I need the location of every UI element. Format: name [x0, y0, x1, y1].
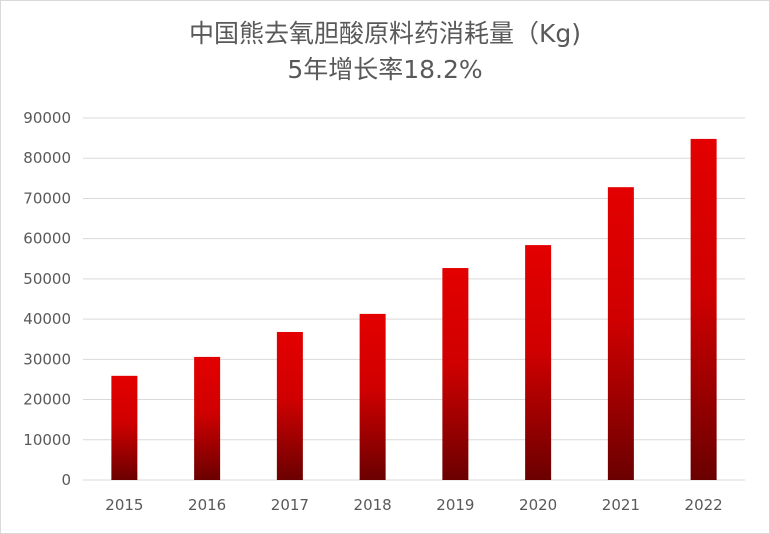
bar-2019 — [442, 268, 469, 480]
x-tick-label: 2019 — [436, 496, 474, 514]
y-tick-label: 70000 — [23, 189, 71, 207]
x-tick-label: 2021 — [602, 496, 640, 514]
x-tick-label: 2016 — [188, 496, 226, 514]
chart-subtitle: 5年增长率18.2% — [287, 55, 483, 84]
x-tick-label: 2020 — [519, 496, 557, 514]
y-tick-label: 50000 — [23, 270, 71, 288]
y-tick-label: 90000 — [23, 109, 71, 127]
x-tick-label: 2018 — [354, 496, 392, 514]
bar-2016 — [194, 356, 221, 480]
bar-2020 — [525, 245, 552, 480]
x-tick-label: 2015 — [105, 496, 143, 514]
bar-2022 — [690, 138, 717, 480]
x-tick-label: 2017 — [271, 496, 309, 514]
y-tick-label: 10000 — [23, 431, 71, 449]
x-tick-label: 2022 — [685, 496, 723, 514]
bar-2018 — [359, 313, 386, 480]
y-tick-label: 30000 — [23, 350, 71, 368]
bar-2015 — [111, 375, 138, 480]
y-tick-label: 60000 — [23, 230, 71, 248]
bar-2017 — [276, 331, 303, 480]
y-tick-label: 20000 — [23, 391, 71, 409]
chart-title: 中国熊去氧胆酸原料药消耗量（Kg) — [188, 19, 582, 48]
bar-2021 — [607, 187, 634, 480]
y-tick-label: 40000 — [23, 310, 71, 328]
y-tick-label: 0 — [61, 471, 71, 489]
y-tick-label: 80000 — [23, 149, 71, 167]
